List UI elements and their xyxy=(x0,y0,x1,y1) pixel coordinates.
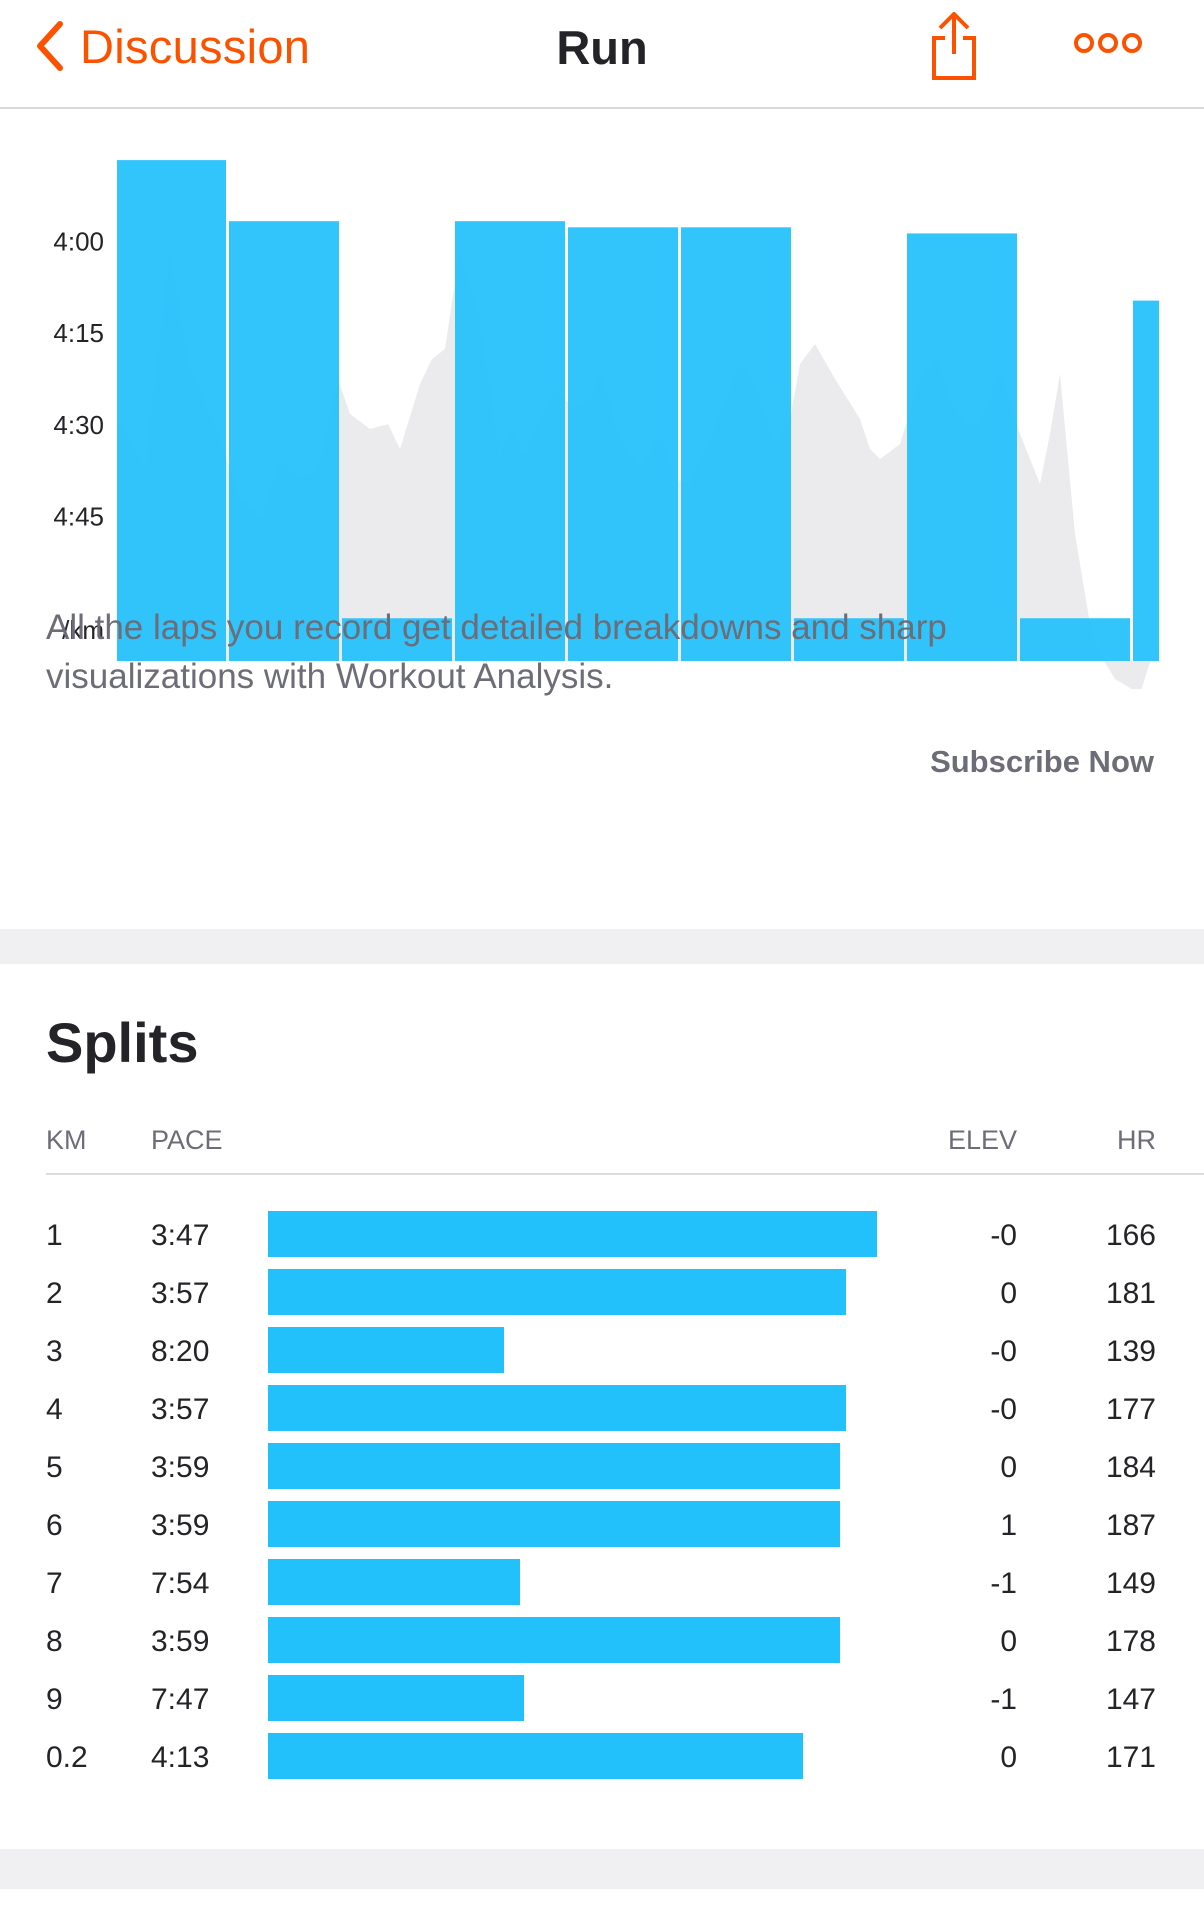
split-km: 1 xyxy=(46,1219,63,1252)
split-heart-rate: 139 xyxy=(1105,1335,1156,1368)
col-header-elev: ELEV xyxy=(947,1125,1017,1155)
split-heart-rate: 178 xyxy=(1105,1625,1156,1658)
split-heart-rate: 184 xyxy=(1105,1451,1156,1484)
split-row: 3 8:20 -0 139 xyxy=(0,1327,1204,1385)
workout-analysis-promo: All the laps you record get detailed bre… xyxy=(46,608,947,696)
split-elevation: 0 xyxy=(1000,1625,1017,1658)
split-elevation: 0 xyxy=(1000,1451,1017,1484)
split-row: 8 3:59 0 178 xyxy=(0,1617,1204,1675)
split-pace: 3:59 xyxy=(151,1451,210,1484)
split-pace-bar xyxy=(268,1559,520,1605)
split-heart-rate: 177 xyxy=(1105,1393,1156,1426)
split-pace: 3:59 xyxy=(151,1509,210,1542)
lap-bar xyxy=(907,233,1017,661)
split-heart-rate: 166 xyxy=(1105,1219,1156,1252)
lap-pace-chart: 4:00 4:15 4:30 4:45/km xyxy=(53,160,1159,689)
col-header-km: KM xyxy=(46,1125,87,1155)
split-km: 2 xyxy=(46,1277,63,1310)
split-elevation: 0 xyxy=(1000,1741,1017,1774)
splits-heading: Splits xyxy=(46,1011,199,1074)
split-pace-bar xyxy=(268,1385,846,1431)
split-km: 3 xyxy=(46,1335,63,1368)
split-pace-bar xyxy=(268,1733,803,1779)
lap-bar xyxy=(1020,618,1130,661)
split-heart-rate: 149 xyxy=(1105,1567,1156,1600)
header-divider xyxy=(46,1173,1204,1175)
split-pace: 4:13 xyxy=(151,1741,210,1774)
share-button[interactable] xyxy=(926,8,982,89)
split-row: 5 3:59 0 184 xyxy=(0,1443,1204,1501)
y-tick-label: 4:00 xyxy=(53,227,104,257)
split-km: 4 xyxy=(46,1393,63,1426)
split-pace-bar xyxy=(268,1327,504,1373)
split-km: 7 xyxy=(46,1567,63,1600)
split-heart-rate: 171 xyxy=(1105,1741,1156,1774)
lap-bar xyxy=(117,160,226,661)
split-km: 5 xyxy=(46,1451,63,1484)
split-km: 0.2 xyxy=(46,1741,88,1774)
split-elevation: -1 xyxy=(990,1567,1017,1600)
split-km: 6 xyxy=(46,1509,63,1542)
split-pace: 7:47 xyxy=(151,1683,210,1716)
chevron-left-icon xyxy=(37,21,63,71)
split-elevation: -0 xyxy=(990,1335,1017,1368)
y-tick-label: /km xyxy=(62,615,104,645)
split-pace-bar xyxy=(268,1443,840,1489)
lap-bar xyxy=(568,227,678,661)
col-header-hr: HR xyxy=(1117,1125,1156,1155)
split-row: 9 7:47 -1 147 xyxy=(0,1675,1204,1733)
split-km: 8 xyxy=(46,1625,63,1658)
split-pace: 3:47 xyxy=(151,1219,210,1252)
split-pace: 3:57 xyxy=(151,1277,210,1310)
nav-bar: Discussion Run xyxy=(0,0,1204,109)
split-heart-rate: 187 xyxy=(1105,1509,1156,1542)
split-row: 7 7:54 -1 149 xyxy=(0,1559,1204,1617)
split-elevation: 0 xyxy=(1000,1277,1017,1310)
page-title: Run xyxy=(556,21,648,74)
lap-bar xyxy=(794,618,904,661)
col-header-pace: PACE xyxy=(151,1125,223,1155)
split-pace: 3:59 xyxy=(151,1625,210,1658)
split-row: 2 3:57 0 181 xyxy=(0,1269,1204,1327)
split-pace-bar xyxy=(268,1617,840,1663)
split-elevation: -1 xyxy=(990,1683,1017,1716)
split-row: 0.2 4:13 0 171 xyxy=(0,1733,1204,1791)
section-divider-bottom xyxy=(0,1849,1204,1889)
split-elevation: -0 xyxy=(990,1219,1017,1252)
y-tick-label: 4:15 xyxy=(53,318,104,348)
split-row: 1 3:47 -0 166 xyxy=(0,1211,1204,1269)
share-icon xyxy=(932,12,976,80)
split-pace-bar xyxy=(268,1675,524,1721)
lap-bar xyxy=(342,618,452,661)
section-divider xyxy=(0,929,1204,964)
split-row: 6 3:59 1 187 xyxy=(0,1501,1204,1559)
split-heart-rate: 147 xyxy=(1105,1683,1156,1716)
split-heart-rate: 181 xyxy=(1105,1277,1156,1310)
lap-bar xyxy=(455,221,565,661)
lap-bar xyxy=(1133,300,1159,661)
y-tick-label: 4:45 xyxy=(53,501,104,531)
split-pace-bar xyxy=(268,1269,846,1315)
y-tick-label: 4:30 xyxy=(53,410,104,440)
back-button[interactable]: Discussion xyxy=(34,18,310,74)
split-pace: 7:54 xyxy=(151,1567,210,1600)
lap-bar xyxy=(229,221,339,661)
lap-bar xyxy=(681,227,791,661)
split-elevation: 1 xyxy=(1000,1509,1017,1542)
subscribe-now-link[interactable]: Subscribe Now xyxy=(930,744,1154,779)
split-pace-bar xyxy=(268,1501,840,1547)
split-pace: 3:57 xyxy=(151,1393,210,1426)
split-pace-bar xyxy=(268,1211,877,1257)
split-pace: 8:20 xyxy=(151,1335,210,1368)
split-row: 4 3:57 -0 177 xyxy=(0,1385,1204,1443)
split-elevation: -0 xyxy=(990,1393,1017,1426)
lap-chart-card: 4:00 4:15 4:30 4:45/km xyxy=(0,109,1204,929)
more-icon xyxy=(1074,33,1142,53)
back-label: Discussion xyxy=(80,19,311,73)
split-km: 9 xyxy=(46,1683,63,1716)
more-button[interactable] xyxy=(1072,28,1144,63)
